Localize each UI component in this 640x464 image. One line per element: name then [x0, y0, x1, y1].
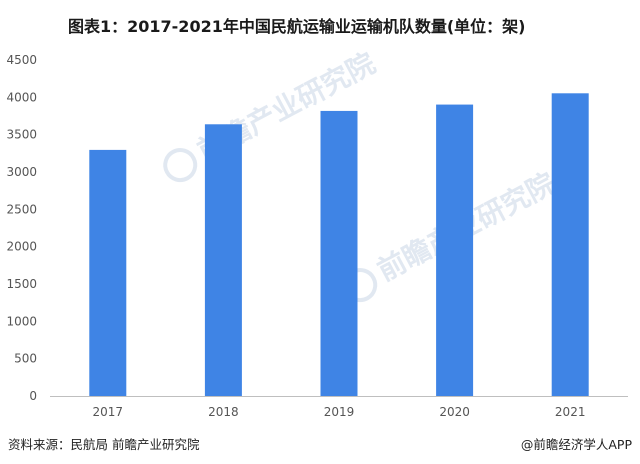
bar-2021	[551, 93, 589, 396]
x-tick-label: 2018	[208, 405, 239, 419]
y-tick-label: 1000	[6, 314, 37, 328]
y-tick-label: 4000	[6, 90, 37, 104]
y-axis-ticks: 0 500 1000 1500 2000 2500 3000 3500 4000 4500	[6, 53, 37, 403]
y-tick-label: 2000	[6, 240, 37, 254]
y-tick-label: 2500	[6, 202, 37, 216]
x-axis-ticks: 2017 2018 2019 2020 2021	[93, 405, 586, 419]
x-tick-label: 2019	[324, 405, 355, 419]
chart-title: 图表1：2017-2021年中国民航运输业运输机队数量(单位：架)	[68, 17, 526, 36]
y-tick-label: 500	[14, 352, 37, 366]
bar-2017	[89, 149, 127, 396]
x-tick-label: 2021	[555, 405, 586, 419]
bar-2020	[436, 104, 474, 397]
y-tick-label: 3500	[6, 128, 37, 142]
bar-2018	[204, 124, 242, 397]
source-note: 资料来源：民航局 前瞻产业研究院	[8, 437, 200, 452]
y-tick-label: 3000	[6, 165, 37, 179]
y-tick-label: 0	[29, 389, 37, 403]
y-tick-label: 1500	[6, 277, 37, 291]
bars	[89, 93, 589, 397]
y-tick-label: 4500	[6, 53, 37, 67]
bar-2019	[320, 110, 358, 396]
x-tick-label: 2017	[93, 405, 124, 419]
credit-label: @前瞻经济学人APP	[520, 437, 632, 452]
x-tick-label: 2020	[439, 405, 470, 419]
